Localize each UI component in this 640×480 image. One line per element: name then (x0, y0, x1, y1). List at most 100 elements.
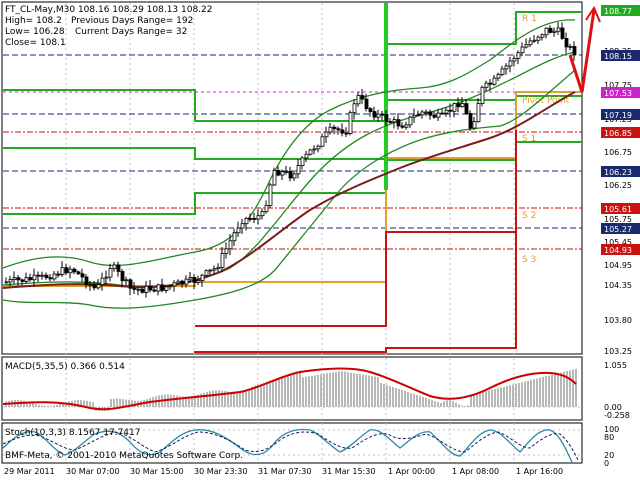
marker-108-15 (601, 50, 640, 61)
macd-bar (275, 378, 277, 407)
candle-body (456, 103, 461, 108)
candle-body (252, 217, 257, 220)
candle-body (288, 171, 293, 179)
candle-body (92, 284, 97, 289)
candle-body (128, 279, 133, 289)
macd-bar (173, 395, 175, 407)
candle-body (52, 273, 57, 280)
macd-bar (485, 391, 487, 407)
r1-label: R 1 (522, 14, 537, 24)
macd-bar (257, 384, 259, 407)
macd-bar (329, 372, 331, 407)
macd-bar (566, 371, 568, 407)
macd-bar (371, 376, 373, 407)
candle-body (16, 277, 21, 281)
indicator-curves (2, 19, 576, 309)
svg-text:107.53: 107.53 (604, 89, 632, 98)
macd-bar (545, 376, 547, 407)
candle-body (364, 98, 369, 110)
candle-body (272, 170, 277, 186)
macd-bar (227, 391, 229, 407)
macd-bar (263, 382, 265, 407)
svg-text:105.27: 105.27 (604, 225, 632, 234)
macd-bar (62, 403, 64, 407)
svg-text:104.93: 104.93 (604, 246, 632, 255)
macd-bar (512, 384, 514, 407)
macd-bar (455, 402, 457, 407)
candle-body (228, 240, 233, 250)
candle-body (104, 276, 109, 279)
macd-bar (248, 390, 250, 407)
candle-body (400, 125, 405, 128)
macd-bar (278, 377, 280, 407)
candle-body (460, 103, 465, 108)
macd-bar (449, 400, 451, 407)
macd-bar (317, 374, 319, 407)
stoch-signal-line (2, 431, 579, 461)
macd-bar (197, 394, 199, 407)
macd-bar (575, 368, 577, 407)
macd-bar (365, 375, 367, 407)
macd-bar (119, 398, 121, 407)
svg-text:20: 20 (604, 451, 614, 460)
macd-bar (293, 372, 295, 407)
pivot-step-lines (3, 3, 582, 353)
macd-bar (572, 369, 574, 407)
macd-bar (380, 383, 382, 407)
macd-bar (500, 387, 502, 407)
macd-bar (551, 374, 553, 407)
macd-bar (347, 372, 349, 407)
macd-bar (509, 385, 511, 407)
macd-bar (200, 393, 202, 407)
candle-body (204, 270, 209, 276)
macd-bar (392, 387, 394, 407)
macd-bar (398, 389, 400, 407)
macd-bar (215, 390, 217, 407)
macd-bar (269, 380, 271, 407)
macd-bar (254, 385, 256, 407)
macd-bar (440, 402, 442, 407)
macd-bar (407, 392, 409, 407)
candle-body (96, 284, 101, 289)
macd-bar (116, 398, 118, 407)
candle-body (548, 27, 553, 33)
candle-body (496, 74, 501, 79)
candle-body (540, 34, 545, 38)
stoch-panel: Stoch(10,3,3) 8.1567 17.7417 BMF-Meta, ©… (2, 425, 619, 468)
macd-bar (533, 379, 535, 407)
candle-body (308, 149, 313, 155)
svg-text:80: 80 (604, 433, 614, 442)
candle-body (180, 280, 185, 285)
candle-body (172, 282, 177, 287)
candle-body (508, 60, 513, 67)
candle-body (112, 264, 117, 270)
high-value: High= 108.2 (5, 16, 62, 26)
candle-body (316, 145, 321, 150)
candle-body (384, 114, 389, 122)
pivot-label: Pivot Point (522, 96, 570, 106)
macd-bar (437, 402, 439, 407)
candle-body (196, 280, 201, 283)
macd-bar (125, 399, 127, 407)
macd-bar (386, 385, 388, 407)
candle-body (296, 165, 301, 175)
candle-body (376, 113, 381, 118)
macd-bar (527, 380, 529, 407)
macd-bar (416, 395, 418, 407)
svg-text:31 Mar 15:30: 31 Mar 15:30 (322, 467, 375, 476)
macd-bar (536, 378, 538, 407)
marker-104-93 (601, 244, 640, 255)
macd-bar (479, 392, 481, 407)
macd-bar (287, 374, 289, 407)
candle-body (256, 215, 261, 220)
macd-bar (506, 386, 508, 407)
candle-body (524, 44, 529, 48)
candle-body (472, 121, 477, 129)
macd-bar (206, 391, 208, 407)
candle-body (372, 111, 377, 118)
macd-bar (419, 396, 421, 407)
macd-bar (560, 372, 562, 407)
macd-bar (23, 400, 25, 407)
svg-text:30 Mar 23:30: 30 Mar 23:30 (194, 467, 247, 476)
